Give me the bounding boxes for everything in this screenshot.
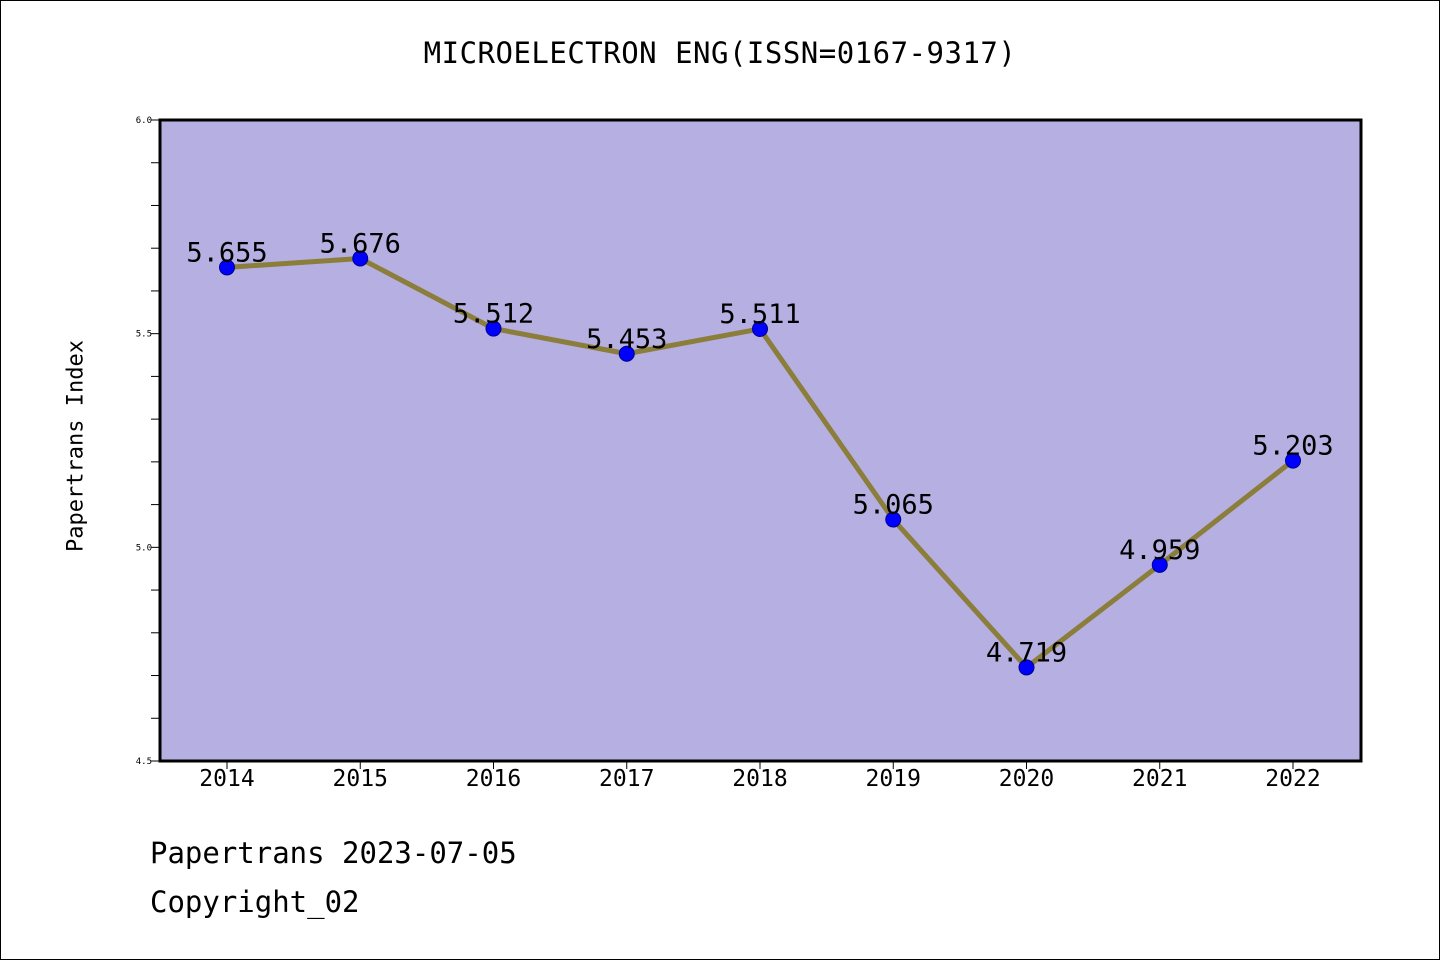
x-axis: 2014 2015 2016 2017 2018 2019 2020 2021 2022 bbox=[199, 761, 1321, 792]
series-markers bbox=[219, 250, 1301, 676]
data-label: 5.512 bbox=[453, 299, 534, 330]
data-label: 4.719 bbox=[986, 637, 1067, 668]
x-tick-label: 2016 bbox=[466, 766, 521, 792]
x-tick-label: 2015 bbox=[333, 766, 388, 792]
x-tick-label: 2019 bbox=[866, 766, 921, 792]
data-labels: 5.655 5.676 5.512 5.453 5.511 5.065 4.719 4.959… bbox=[186, 228, 1333, 668]
footer-source: Papertrans 2023-07-05 bbox=[150, 836, 517, 870]
y-tick-label: 5.0 bbox=[136, 543, 152, 553]
y-tick-label: 6.0 bbox=[136, 116, 152, 126]
data-point bbox=[1018, 659, 1035, 676]
data-label: 5.203 bbox=[1252, 431, 1333, 462]
plot-border bbox=[158, 118, 1363, 763]
data-label: 5.065 bbox=[853, 490, 934, 521]
data-label: 4.959 bbox=[1119, 535, 1200, 566]
data-point bbox=[1151, 556, 1168, 573]
x-tick-label: 2021 bbox=[1132, 766, 1187, 792]
data-label: 5.676 bbox=[320, 228, 401, 259]
y-tick-label: 4.5 bbox=[136, 757, 152, 767]
data-label: 5.511 bbox=[719, 299, 800, 330]
data-point bbox=[618, 345, 635, 362]
x-tick-label: 2022 bbox=[1265, 766, 1320, 792]
data-point bbox=[752, 320, 768, 337]
plot-area bbox=[160, 120, 1361, 761]
data-label: 5.453 bbox=[586, 324, 667, 355]
x-tick-label: 2017 bbox=[599, 766, 654, 792]
footer-copyright: Copyright_02 bbox=[150, 885, 360, 919]
data-point bbox=[485, 320, 502, 337]
y-tick-label: 5.5 bbox=[136, 330, 152, 340]
data-point bbox=[1285, 452, 1301, 469]
chart-title: MICROELECTRON ENG(ISSN=0167-9317) bbox=[423, 36, 1017, 70]
data-point bbox=[219, 259, 235, 276]
x-tick-label: 2020 bbox=[999, 766, 1054, 792]
y-axis: 4.5 5.0 5.5 6.0 bbox=[136, 116, 160, 767]
x-tick-label: 2018 bbox=[732, 766, 787, 792]
data-point bbox=[352, 250, 369, 267]
data-label: 5.655 bbox=[186, 237, 267, 268]
x-tick-label: 2014 bbox=[199, 766, 254, 792]
data-point bbox=[885, 511, 902, 528]
